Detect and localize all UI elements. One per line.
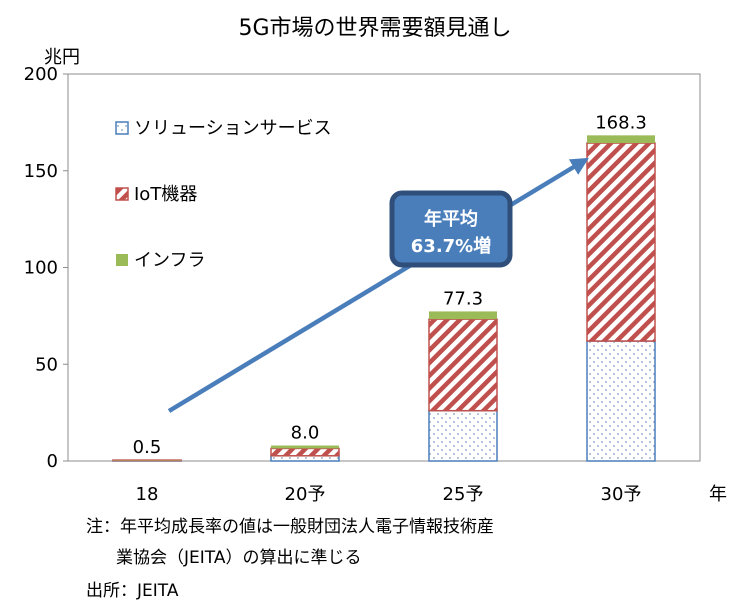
bar-total-label: 168.3 — [595, 112, 647, 133]
footnote-line-2: 業協会（JEITA）の算出に準じる — [116, 548, 362, 568]
bar-segment-infra — [587, 135, 655, 144]
bar-total-label: 0.5 — [133, 437, 162, 458]
bar-total-label: 77.3 — [443, 288, 483, 309]
plot-area: 0 50 100 150 200 18 20予 25予 30予 年 0.5 8.0 77.3 168.3 ソ… — [24, 64, 727, 505]
bar-segment-infra — [429, 311, 497, 320]
trend-arrow — [167, 157, 589, 413]
bar-segment-infra — [271, 445, 339, 449]
growth-annotation-box — [389, 190, 513, 268]
y-axis-unit-label: 兆円 — [44, 47, 80, 68]
bar-segment-iot — [270, 447, 340, 457]
bar-segment-iot — [428, 318, 498, 412]
bar-segment-iot — [586, 142, 656, 342]
x-tick-label: 25予 — [443, 484, 484, 505]
bar-segment-solution — [270, 455, 340, 462]
legend-label: IoT機器 — [134, 184, 197, 205]
legend-swatch — [116, 254, 128, 266]
bar-segment-infra — [113, 460, 181, 461]
source-note: 出所：JEITA — [86, 581, 179, 601]
chart-title: 5G市場の世界需要額見通し — [238, 16, 512, 41]
x-tick-label: 30予 — [601, 484, 642, 505]
footnote-line-1: 注：年平均成長率の値は一般財団法人電子情報技術産 — [86, 517, 494, 537]
y-tick-label: 50 — [35, 354, 58, 375]
bar-total-label: 8.0 — [291, 423, 320, 444]
legend-swatch — [115, 187, 129, 201]
legend-label: インフラ — [134, 250, 205, 271]
y-tick-label: 150 — [24, 161, 58, 182]
x-tick-label: 20予 — [285, 484, 326, 505]
y-tick-label: 200 — [24, 64, 58, 85]
growth-annotation-line1: 年平均 — [424, 208, 478, 230]
x-tick-label: 18 — [136, 484, 159, 505]
x-axis-label: 年 — [709, 484, 727, 505]
y-tick-label: 100 — [24, 258, 58, 279]
y-tick-label: 0 — [47, 451, 58, 472]
bar-segment-solution — [428, 409, 498, 462]
growth-annotation-line2: 63.7%増 — [411, 235, 491, 257]
legend-swatch — [115, 121, 129, 135]
bar-segment-solution — [586, 340, 656, 462]
legend-label: ソリューションサービス — [134, 118, 332, 139]
